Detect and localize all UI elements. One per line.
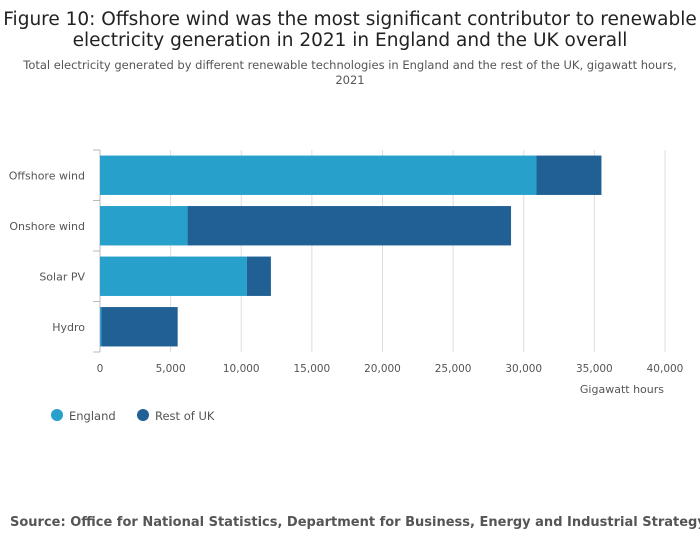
category-label: Hydro (52, 321, 85, 334)
x-tick-label: 40,000 (647, 363, 684, 375)
legend-marker (51, 409, 63, 421)
chart-subtitle-line-1: Total electricity generated by different… (22, 58, 676, 72)
legend-label: Rest of UK (155, 409, 215, 423)
bar-rest-of-uk-hydro (101, 307, 178, 347)
x-axis-title: Gigawatt hours (580, 383, 664, 396)
bar-rest-of-uk-offshore-wind (536, 155, 602, 195)
x-tick-label: 30,000 (505, 363, 542, 375)
x-tick-label: 0 (97, 363, 104, 375)
source-note: Source: Office for National Statistics, … (10, 515, 700, 530)
x-tick-label: 35,000 (576, 363, 613, 375)
chart-title-line-1: Figure 10: Offshore wind was the most si… (3, 9, 696, 30)
bar-england-hydro (100, 307, 102, 347)
bars (100, 155, 602, 347)
category-labels: Offshore wind Onshore wind Solar PV Hydro (9, 169, 86, 334)
x-tick-label: 20,000 (364, 363, 401, 375)
chart-title-line-2: electricity generation in 2021 in Englan… (73, 30, 628, 51)
legend[interactable]: England Rest of UK (51, 409, 215, 423)
bar-england-solar-pv (100, 256, 247, 296)
bar-england-offshore-wind (100, 155, 537, 195)
bar-rest-of-uk-onshore-wind (187, 206, 512, 246)
category-label: Offshore wind (9, 169, 85, 182)
bar-rest-of-uk-solar-pv (246, 256, 271, 296)
legend-marker (137, 409, 149, 421)
x-tick-labels: 0 5,000 10,000 15,000 20,000 25,000 30,000 35,0… (97, 363, 684, 375)
category-label: Solar PV (39, 270, 85, 283)
x-tick-label: 25,000 (435, 363, 472, 375)
bar-england-onshore-wind (100, 206, 188, 246)
legend-label: England (69, 409, 116, 423)
x-tick-label: 10,000 (223, 363, 260, 375)
category-label: Onshore wind (9, 220, 85, 233)
x-tick-label: 15,000 (294, 363, 331, 375)
x-tick-label: 5,000 (156, 363, 186, 375)
chart-subtitle-line-2: 2021 (335, 73, 364, 87)
